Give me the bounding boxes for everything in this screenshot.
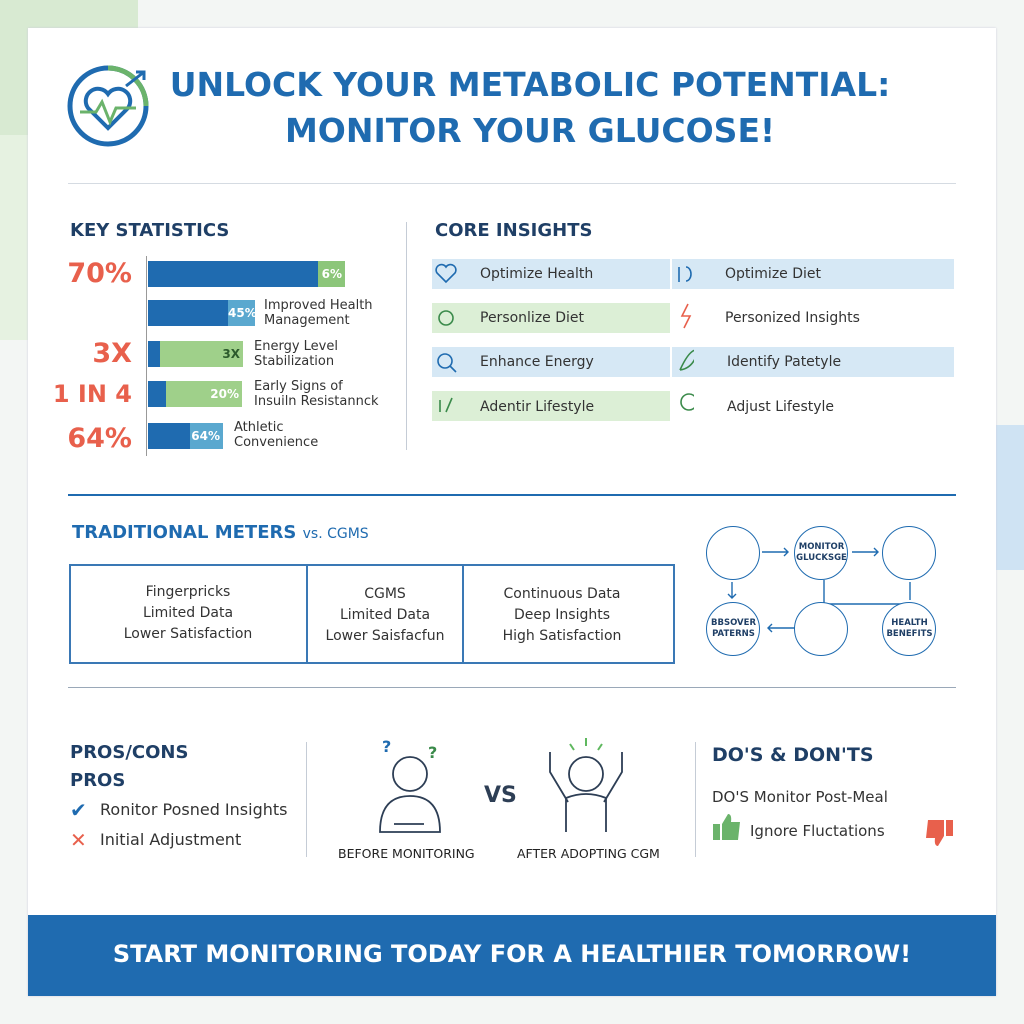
caption: Early Signs of bbox=[254, 379, 343, 394]
bar-label: 3X bbox=[160, 341, 243, 367]
bar-label: 45% bbox=[228, 300, 257, 326]
row-bg bbox=[432, 391, 670, 421]
insight: Adjust Lifestyle bbox=[727, 399, 835, 415]
cross-icon: ✕ bbox=[70, 828, 87, 852]
row-bg bbox=[672, 259, 954, 289]
flow-node bbox=[794, 526, 848, 580]
section-title: CORE INSIGHTS bbox=[435, 220, 593, 241]
bar bbox=[148, 423, 190, 449]
divider bbox=[406, 222, 407, 450]
row-bg bbox=[432, 303, 670, 333]
svg-text:?: ? bbox=[428, 743, 437, 762]
thumb-up bbox=[713, 814, 740, 840]
flow-node bbox=[794, 602, 848, 656]
section-title: PROS/CONS bbox=[70, 742, 189, 763]
section-title: KEY STATISTICS bbox=[70, 220, 230, 241]
cell: Limited Data bbox=[339, 607, 431, 623]
insight: Enhance Energy bbox=[480, 354, 594, 370]
flow-label: BBSOVER bbox=[710, 618, 756, 628]
caption: Energy Level bbox=[254, 339, 338, 354]
people: ? ? bbox=[379, 737, 623, 833]
subtitle: PROS bbox=[70, 770, 126, 791]
divider bbox=[68, 687, 956, 688]
caption: AFTER ADOPTING CGM bbox=[517, 846, 660, 861]
stat: 70% bbox=[67, 258, 132, 289]
row-bg bbox=[432, 347, 670, 377]
row-bg bbox=[672, 347, 954, 377]
do: DO'S Monitor Post-Meal bbox=[712, 788, 888, 806]
flow-node bbox=[882, 602, 936, 656]
check-icon: ✔ bbox=[70, 798, 87, 822]
con: Initial Adjustment bbox=[100, 830, 242, 849]
footer-text: START MONITORING TODAY FOR A HEALTHIER T… bbox=[112, 940, 912, 968]
caption: Insuiln Resistannck bbox=[254, 394, 379, 409]
cell: Continuous Data bbox=[503, 586, 621, 602]
vs: VS bbox=[484, 783, 517, 808]
title-line: MONITOR YOUR GLUCOSE! bbox=[284, 111, 776, 150]
row-bg bbox=[432, 259, 670, 289]
cell: Fingerpricks bbox=[145, 584, 231, 600]
deco bbox=[996, 425, 1024, 570]
section-title: DO'S & DON'TS bbox=[712, 744, 874, 766]
axis bbox=[146, 256, 147, 456]
divider bbox=[462, 564, 464, 664]
flow-node bbox=[706, 526, 760, 580]
svg-text:?: ? bbox=[382, 737, 391, 756]
bar-label: 6% bbox=[318, 261, 345, 287]
bar-label: 20% bbox=[166, 381, 242, 407]
divider bbox=[306, 564, 308, 664]
cell: Lower Satisfaction bbox=[123, 626, 253, 642]
bar bbox=[148, 341, 160, 367]
cell: Deep Insights bbox=[513, 607, 611, 623]
icons bbox=[435, 263, 694, 413]
caption: Stabilization bbox=[254, 354, 335, 369]
thumb-down bbox=[926, 820, 953, 846]
flow-label: MONITOR bbox=[798, 542, 845, 552]
section-title: TRADITIONAL METERS bbox=[72, 522, 297, 543]
caption: Improved Health bbox=[264, 298, 373, 313]
insight: Personized Insights bbox=[725, 310, 860, 326]
caption: BEFORE MONITORING bbox=[338, 846, 475, 861]
table bbox=[69, 564, 675, 664]
stat: 3X bbox=[92, 338, 132, 369]
caption: Athletic bbox=[234, 420, 284, 435]
flow-label: PATERNS bbox=[712, 629, 755, 639]
caption: Management bbox=[264, 313, 350, 328]
bar bbox=[148, 300, 228, 326]
flow-label: GLUCKSGE bbox=[796, 553, 847, 563]
caption: Convenience bbox=[234, 435, 319, 450]
flow-label: HEALTH bbox=[891, 618, 928, 628]
stat: 64% bbox=[67, 423, 132, 454]
deco bbox=[0, 135, 28, 340]
insight: Identify Patetyle bbox=[727, 354, 842, 370]
insight: Optimize Diet bbox=[725, 266, 821, 282]
divider bbox=[695, 742, 696, 857]
section-title: vs. CGMS bbox=[302, 526, 369, 542]
divider bbox=[68, 183, 956, 184]
stat: 1 IN 4 bbox=[52, 380, 132, 408]
flow-label: BENEFITS bbox=[886, 629, 933, 639]
pro: Ronitor Posned Insights bbox=[100, 800, 288, 819]
divider bbox=[306, 742, 307, 857]
cell: High Satisfaction bbox=[502, 628, 622, 644]
title-line: UNLOCK YOUR METABOLIC POTENTIAL: bbox=[169, 65, 891, 104]
title: UNLOCK YOUR METABOLIC POTENTIAL: MONITOR … bbox=[150, 62, 910, 154]
bar-label: 64% bbox=[190, 423, 223, 449]
insight: Personlize Diet bbox=[480, 310, 585, 326]
divider bbox=[68, 494, 956, 496]
cell: Limited Data bbox=[142, 605, 234, 621]
cell: Lower Saisfacfun bbox=[325, 628, 445, 644]
cell: CGMS bbox=[364, 586, 406, 602]
flow-node bbox=[882, 526, 936, 580]
bar bbox=[148, 381, 166, 407]
bar bbox=[148, 261, 318, 287]
footer bbox=[28, 915, 996, 996]
card bbox=[28, 28, 996, 996]
logo bbox=[67, 65, 149, 147]
insight: Optimize Health bbox=[480, 266, 594, 282]
dont: Ignore Fluctations bbox=[750, 822, 885, 840]
insight: Adentir Lifestyle bbox=[480, 399, 595, 415]
flow-node bbox=[706, 602, 760, 656]
